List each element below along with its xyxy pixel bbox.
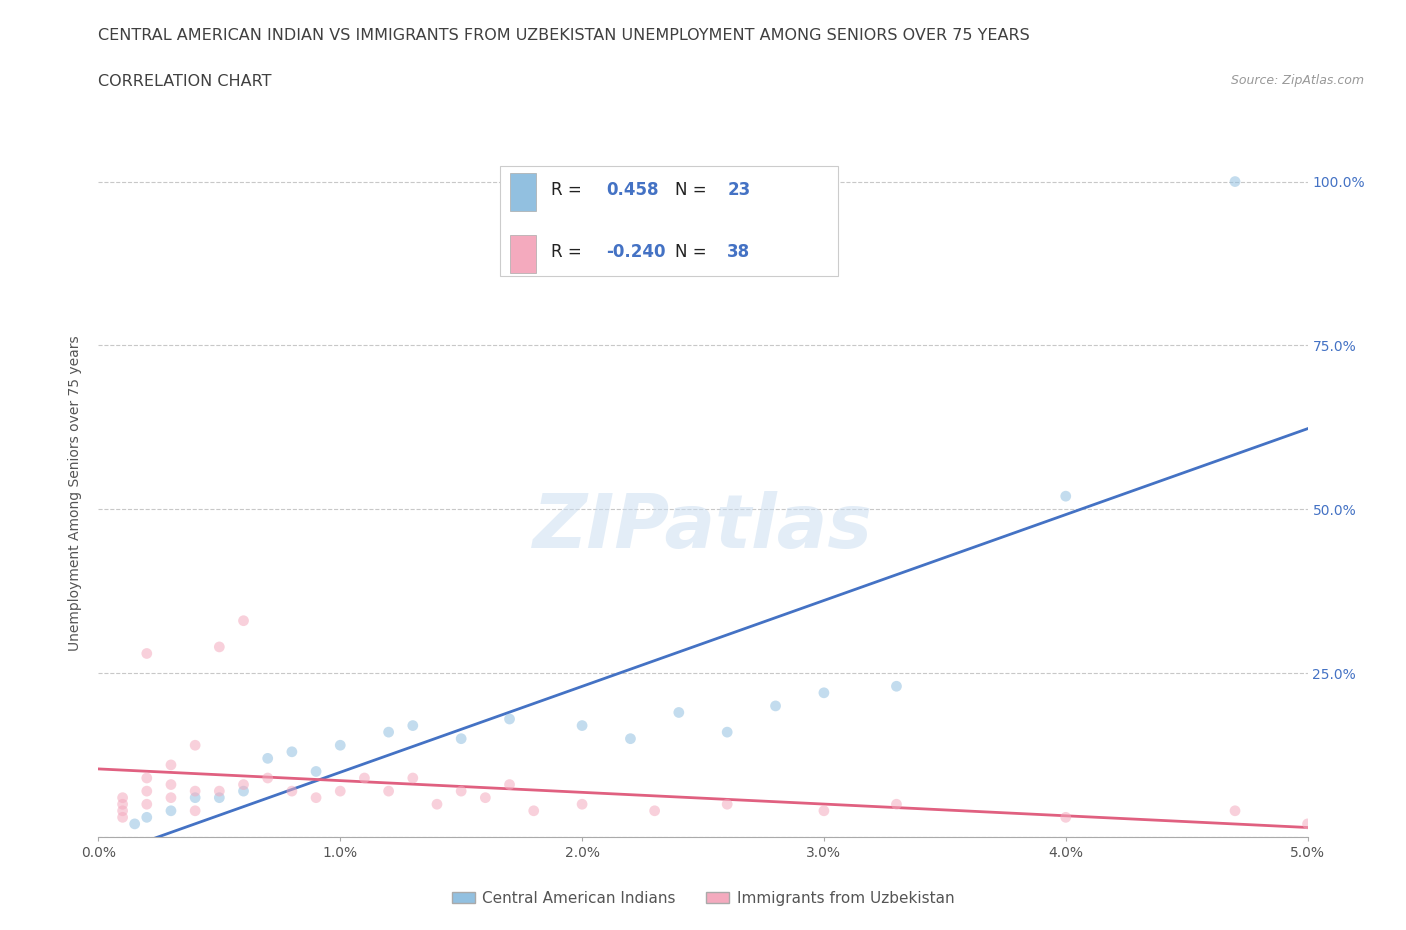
- Point: [377, 724, 399, 739]
- Point: [1223, 804, 1246, 818]
- Point: [329, 737, 352, 752]
- Point: [281, 744, 304, 759]
- Point: [377, 784, 399, 799]
- Text: R =: R =: [551, 181, 582, 199]
- Text: 23: 23: [727, 181, 751, 199]
- Point: [160, 757, 183, 772]
- Point: [111, 804, 134, 818]
- Point: [571, 797, 593, 812]
- Text: 38: 38: [727, 243, 751, 261]
- Point: [765, 698, 787, 713]
- Point: [402, 718, 425, 733]
- Point: [1296, 817, 1319, 831]
- Point: [813, 804, 835, 818]
- Point: [111, 790, 134, 805]
- Point: [886, 679, 908, 694]
- Point: [450, 731, 472, 746]
- Bar: [509, 173, 536, 211]
- Point: [281, 784, 304, 799]
- Bar: [509, 235, 536, 272]
- Text: CENTRAL AMERICAN INDIAN VS IMMIGRANTS FROM UZBEKISTAN UNEMPLOYMENT AMONG SENIORS: CENTRAL AMERICAN INDIAN VS IMMIGRANTS FR…: [98, 28, 1031, 43]
- Point: [111, 797, 134, 812]
- Text: R =: R =: [551, 243, 582, 261]
- Point: [426, 797, 449, 812]
- Text: N =: N =: [675, 243, 707, 261]
- Point: [124, 817, 146, 831]
- Point: [135, 646, 157, 661]
- Point: [305, 764, 328, 779]
- Text: -0.240: -0.240: [606, 243, 666, 261]
- Point: [232, 784, 254, 799]
- Point: [160, 804, 183, 818]
- FancyBboxPatch shape: [501, 166, 838, 276]
- Text: CORRELATION CHART: CORRELATION CHART: [98, 74, 271, 89]
- Point: [111, 810, 134, 825]
- Text: Source: ZipAtlas.com: Source: ZipAtlas.com: [1230, 74, 1364, 87]
- Point: [498, 777, 520, 792]
- Text: ZIPatlas: ZIPatlas: [533, 491, 873, 564]
- Point: [1054, 810, 1077, 825]
- Point: [184, 784, 207, 799]
- Y-axis label: Unemployment Among Seniors over 75 years: Unemployment Among Seniors over 75 years: [69, 335, 83, 651]
- Point: [571, 718, 593, 733]
- Text: 0.458: 0.458: [606, 181, 659, 199]
- Point: [184, 790, 207, 805]
- Point: [135, 771, 157, 786]
- Point: [135, 784, 157, 799]
- Point: [184, 804, 207, 818]
- Point: [450, 784, 472, 799]
- Point: [716, 797, 738, 812]
- Point: [474, 790, 496, 805]
- Point: [184, 737, 207, 752]
- Point: [644, 804, 666, 818]
- Point: [135, 797, 157, 812]
- Point: [668, 705, 690, 720]
- Point: [523, 804, 546, 818]
- Point: [256, 771, 278, 786]
- Point: [716, 724, 738, 739]
- Point: [232, 613, 254, 628]
- Point: [498, 711, 520, 726]
- Point: [135, 810, 157, 825]
- Point: [813, 685, 835, 700]
- Point: [619, 731, 641, 746]
- Point: [402, 771, 425, 786]
- Legend: Central American Indians, Immigrants from Uzbekistan: Central American Indians, Immigrants fro…: [446, 884, 960, 912]
- Point: [232, 777, 254, 792]
- Point: [208, 640, 231, 655]
- Text: N =: N =: [675, 181, 707, 199]
- Point: [1054, 489, 1077, 504]
- Point: [160, 790, 183, 805]
- Point: [160, 777, 183, 792]
- Point: [329, 784, 352, 799]
- Point: [886, 797, 908, 812]
- Point: [353, 771, 375, 786]
- Point: [256, 751, 278, 765]
- Point: [208, 784, 231, 799]
- Point: [1223, 174, 1246, 189]
- Point: [208, 790, 231, 805]
- Point: [305, 790, 328, 805]
